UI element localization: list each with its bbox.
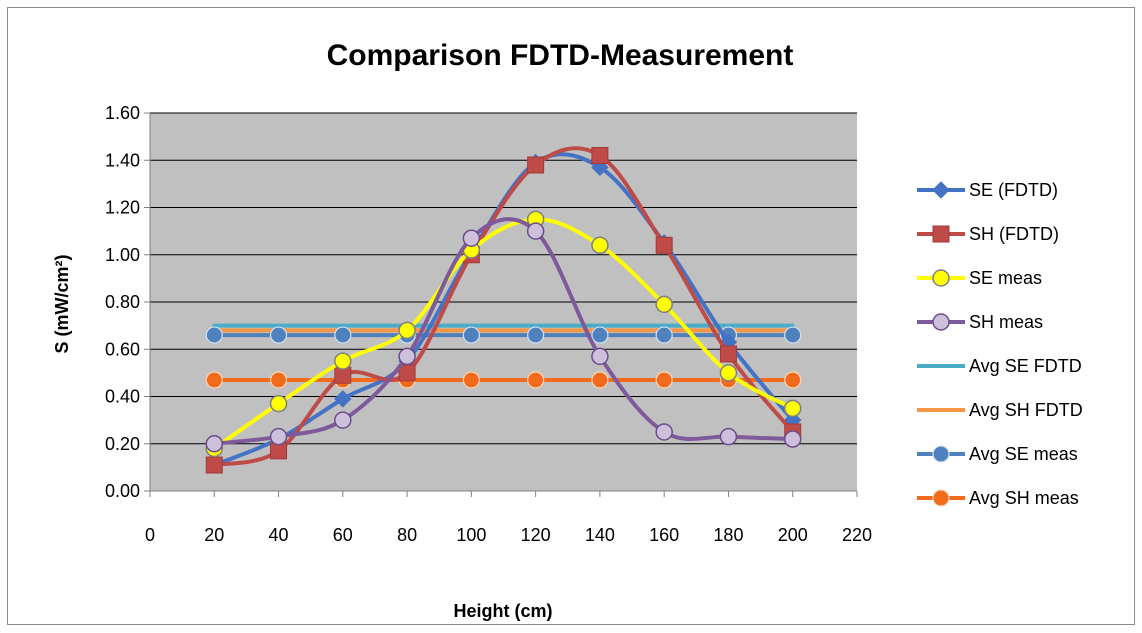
circle-marker xyxy=(205,326,223,344)
circle-marker xyxy=(462,229,481,247)
legend-item: SE (FDTD) xyxy=(917,180,1058,200)
x-tick-label: 120 xyxy=(521,525,551,545)
legend-label: SE meas xyxy=(969,268,1042,288)
circle-marker xyxy=(269,394,288,413)
legend-item: Avg SH FDTD xyxy=(917,400,1083,420)
circle-marker xyxy=(462,326,480,344)
tick-labels: 0.00 0.20 0.40 0.60 0.80 1.00 1.20 1.40 1.60 0 20 4… xyxy=(105,103,872,545)
x-tick-label: 220 xyxy=(842,525,872,545)
diamond-marker xyxy=(932,181,950,199)
square-marker xyxy=(655,236,673,254)
legend-label: SH (FDTD) xyxy=(969,224,1059,244)
circle-marker xyxy=(591,347,609,366)
x-tick-label: 160 xyxy=(649,525,679,545)
x-tick-label: 40 xyxy=(269,525,289,545)
circle-marker xyxy=(527,326,545,344)
circle-marker xyxy=(269,326,288,344)
circle-marker xyxy=(591,326,609,344)
x-tick-label: 60 xyxy=(333,525,353,545)
legend-label: SH meas xyxy=(969,312,1043,332)
diamond-marker xyxy=(334,390,352,408)
series-line xyxy=(212,217,795,451)
circle-marker xyxy=(591,371,609,389)
legend-item: Avg SE meas xyxy=(917,444,1078,464)
circle-marker xyxy=(783,430,802,448)
x-tick-label: 20 xyxy=(204,525,224,545)
legend: SE (FDTD) SH (FDTD) SE meas SH meas Avg SE F… xyxy=(917,180,1083,508)
axes xyxy=(144,112,858,497)
y-tick-label: 1.60 xyxy=(105,103,140,123)
circle-marker xyxy=(655,295,673,314)
circle-marker xyxy=(398,347,416,366)
series-sh-meas xyxy=(205,217,802,453)
circle-marker xyxy=(719,427,738,446)
series-sh-fdtd xyxy=(205,146,802,474)
series-layer xyxy=(205,146,802,474)
circle-marker xyxy=(334,352,352,370)
circle-marker xyxy=(655,371,673,389)
y-tick-label: 0.40 xyxy=(105,387,140,407)
legend-item: Avg SH meas xyxy=(917,488,1079,508)
circle-marker xyxy=(334,411,352,429)
circle-marker xyxy=(932,445,950,463)
chart-title: Comparison FDTD-Measurement xyxy=(327,39,794,72)
circle-marker xyxy=(591,236,609,255)
legend-label: Avg SH FDTD xyxy=(969,400,1083,420)
x-tick-label: 140 xyxy=(585,525,615,545)
circle-marker xyxy=(932,313,950,331)
y-tick-label: 0.20 xyxy=(105,434,140,454)
legend-item: SH meas xyxy=(917,312,1043,332)
square-marker xyxy=(205,456,223,474)
gridlines xyxy=(150,112,857,445)
circle-marker xyxy=(719,364,738,382)
circle-marker xyxy=(784,326,802,344)
y-tick-label: 1.40 xyxy=(105,150,140,170)
x-tick-label: 200 xyxy=(778,525,808,545)
legend-label: SE (FDTD) xyxy=(969,180,1058,200)
square-marker xyxy=(591,147,609,165)
circle-marker xyxy=(269,427,288,446)
square-marker xyxy=(527,156,545,174)
y-tick-label: 1.00 xyxy=(105,245,140,265)
circle-marker xyxy=(527,371,545,389)
circle-marker xyxy=(655,423,673,441)
x-tick-label: 180 xyxy=(713,525,743,545)
circle-marker xyxy=(932,269,950,287)
x-tick-label: 80 xyxy=(397,525,417,545)
x-tick-label: 0 xyxy=(145,525,155,545)
circle-marker xyxy=(205,435,224,453)
diamond-marker xyxy=(591,158,609,177)
circle-marker xyxy=(334,326,352,344)
circle-marker xyxy=(398,321,416,340)
square-marker xyxy=(719,345,737,363)
circle-marker xyxy=(526,222,545,240)
legend-label: Avg SH meas xyxy=(969,488,1079,508)
series-line xyxy=(212,217,795,446)
circle-marker xyxy=(462,371,480,389)
x-axis-title: Height (cm) xyxy=(454,601,553,621)
x-tick-label: 100 xyxy=(456,525,486,545)
legend-item: SE meas xyxy=(917,268,1042,288)
circle-marker xyxy=(205,371,223,389)
square-marker xyxy=(932,225,950,243)
series-se-meas xyxy=(205,210,802,458)
series-line xyxy=(212,146,795,468)
circle-marker xyxy=(784,371,802,389)
legend-label: Avg SE meas xyxy=(969,444,1078,464)
y-tick-label: 0.00 xyxy=(105,481,140,501)
y-axis-title: S (mW/cm²) xyxy=(52,254,72,353)
y-tick-label: 0.60 xyxy=(105,339,140,359)
legend-item: Avg SE FDTD xyxy=(917,356,1082,376)
legend-label: Avg SE FDTD xyxy=(969,356,1082,376)
legend-item: SH (FDTD) xyxy=(917,224,1059,244)
y-tick-label: 0.80 xyxy=(105,292,140,312)
circle-marker xyxy=(655,326,673,344)
y-tick-label: 1.20 xyxy=(105,198,140,218)
circle-marker xyxy=(269,371,288,389)
circle-marker xyxy=(783,399,802,418)
circle-marker xyxy=(932,489,950,507)
